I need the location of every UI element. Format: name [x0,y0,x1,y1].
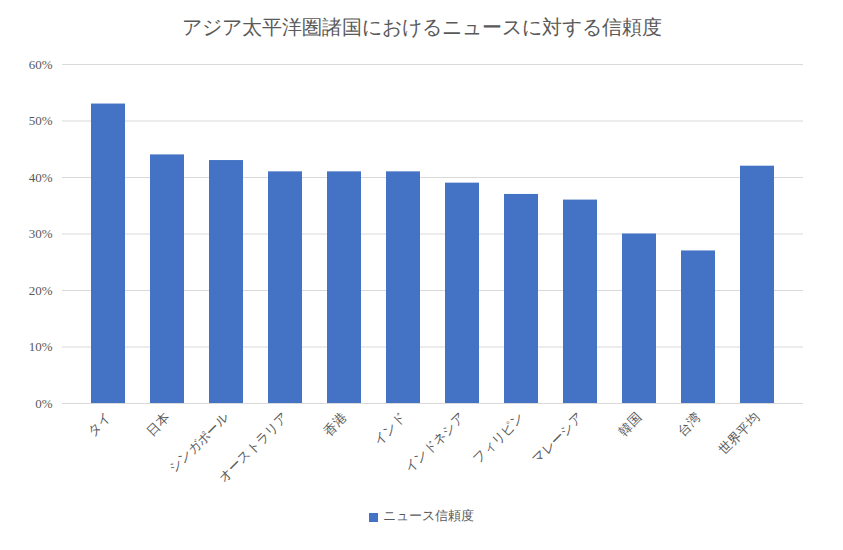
svg-text:韓国: 韓国 [616,410,645,439]
svg-text:香港: 香港 [321,410,350,439]
svg-text:20%: 20% [29,283,53,298]
svg-text:60%: 60% [29,57,53,72]
svg-text:フィリピン: フィリピン [470,410,527,467]
svg-text:台湾: 台湾 [675,410,704,439]
svg-text:インド: インド [370,410,408,448]
svg-text:30%: 30% [29,226,53,241]
html-text:ニュース信頼度: ニュース信頼度 [383,508,474,523]
svg-text:50%: 50% [29,113,53,128]
svg-text:インドネシア: インドネシア [402,410,468,476]
svg-text:タイ: タイ [85,410,114,439]
html-text:アジア太平洋圏諸国におけるニュースに対する信頼度: アジア太平洋圏諸国におけるニュースに対する信頼度 [181,16,662,38]
svg-text:40%: 40% [29,170,53,185]
svg-text:世界平均: 世界平均 [715,410,762,457]
svg-text:10%: 10% [29,339,53,354]
svg-text:オーストラリア: オーストラリア [216,410,291,485]
svg-text:0%: 0% [35,396,53,411]
svg-text:マレーシア: マレーシア [529,410,586,467]
svg-text:シンガポール: シンガポール [166,410,232,476]
svg-text:日本: 日本 [144,410,173,439]
